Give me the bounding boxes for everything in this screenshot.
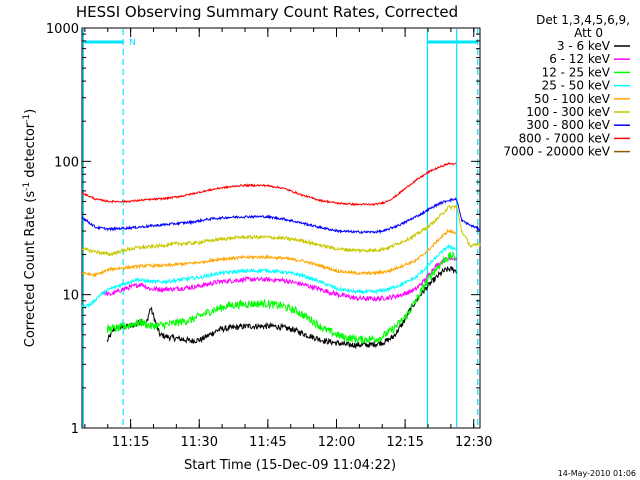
legend-entry-label: 800 - 7000 keV (519, 131, 611, 145)
x-tick-label: 12:15 (386, 435, 423, 450)
series-line (81, 228, 457, 278)
x-tick-label: 11:15 (112, 435, 149, 450)
legend-entry-label: 300 - 800 keV (526, 118, 610, 132)
y-tick-label: 10 (62, 289, 79, 304)
legend-entry-label: 25 - 50 keV (542, 79, 611, 93)
y-tick-label: 1 (71, 422, 79, 437)
x-tick-label: 12:30 (455, 435, 492, 450)
x-axis: 11:15 11:30 11:45 12:00 12:15 12:30 (84, 28, 492, 450)
series-line (106, 266, 457, 350)
legend-entry-label: 6 - 12 keV (549, 52, 611, 66)
x-tick-label: 12:00 (318, 435, 355, 450)
y-axis: 1 10 100 1000 (46, 22, 480, 437)
legend-entry-label: 3 - 6 keV (557, 39, 611, 53)
marker-lines: N (82, 29, 479, 427)
series-line (81, 243, 457, 309)
series-layer (81, 162, 481, 350)
legend-entry-label: 50 - 100 keV (534, 92, 611, 106)
series-line (106, 251, 457, 344)
series-line (81, 196, 481, 235)
legend-header-line-1: Det 1,3,4,5,6,9, (536, 13, 630, 27)
chart-title: HESSI Observing Summary Count Rates, Cor… (76, 3, 458, 21)
x-tick-label: 11:30 (181, 435, 218, 450)
legend-entry-label: 100 - 300 keV (526, 105, 610, 119)
y-tick-label: 100 (54, 155, 79, 170)
legend-header-line-2: Att 0 (574, 26, 603, 40)
x-tick-label: 11:45 (249, 435, 286, 450)
plot-frame (81, 27, 481, 429)
series-line (81, 162, 457, 207)
y-tick-label: 1000 (46, 22, 79, 37)
series-line (81, 205, 481, 258)
legend-entry-label: 7000 - 20000 keV (503, 145, 610, 159)
series-line (102, 256, 458, 303)
legend-entry-label: 12 - 25 keV (542, 65, 611, 79)
y-axis-label: Corrected Count Rate (s-1 detector-1) (22, 109, 38, 347)
x-axis-label: Start Time (15-Dec-09 11:04:22) (184, 458, 396, 473)
footer-date: 14-May-2010 01:06 (558, 469, 636, 478)
saa-label: N (129, 38, 136, 48)
